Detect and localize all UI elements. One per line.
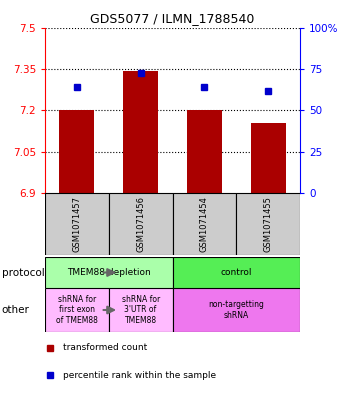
Bar [109,288,172,332]
Text: transformed count: transformed count [63,343,147,352]
Text: TMEM88 depletion: TMEM88 depletion [67,268,151,277]
Text: GSM1071454: GSM1071454 [200,196,209,252]
Text: GSM1071457: GSM1071457 [72,196,81,252]
Bar [187,110,222,193]
Bar [45,193,109,255]
Bar [172,288,300,332]
Text: GSM1071455: GSM1071455 [264,196,273,252]
Text: shRNA for
3'UTR of
TMEM88: shRNA for 3'UTR of TMEM88 [121,295,160,325]
Bar [236,193,300,255]
Bar [59,110,95,193]
Bar [172,257,300,288]
Bar [251,123,286,193]
Bar [45,288,109,332]
Text: shRNA for
first exon
of TMEM88: shRNA for first exon of TMEM88 [56,295,98,325]
Text: protocol: protocol [2,268,45,277]
Text: control: control [221,268,252,277]
Bar [123,71,158,193]
Text: percentile rank within the sample: percentile rank within the sample [63,371,216,380]
Text: other: other [2,305,30,315]
Text: non-targetting
shRNA: non-targetting shRNA [208,300,264,320]
Text: GSM1071456: GSM1071456 [136,196,145,252]
Bar [45,257,172,288]
Bar [109,193,172,255]
Title: GDS5077 / ILMN_1788540: GDS5077 / ILMN_1788540 [90,13,255,26]
Bar [172,193,236,255]
